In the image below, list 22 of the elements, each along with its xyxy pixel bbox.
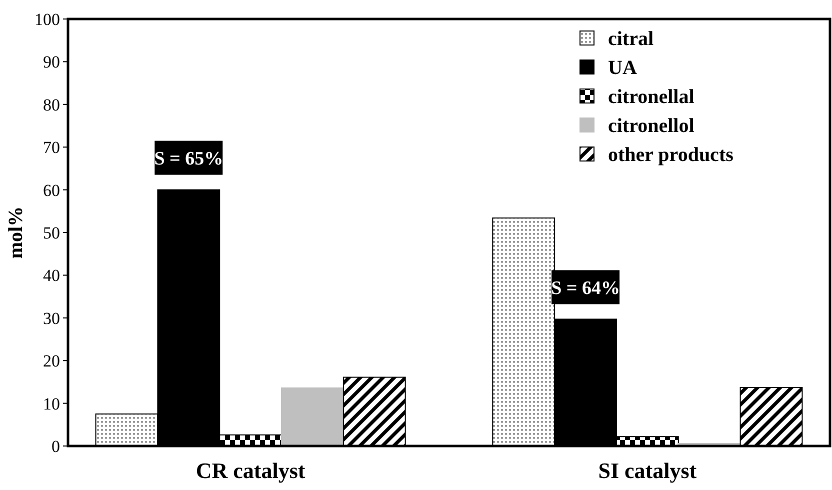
y-axis-title: mol% [5,206,27,259]
y-tick-label: 30 [43,308,60,328]
y-tick-label: 0 [52,436,60,456]
legend-label: UA [608,57,638,79]
legend-label: citronellal [608,86,695,108]
y-tick-label: 20 [43,352,60,371]
y-tick-label: 90 [43,52,60,72]
y-tick-label: 40 [43,266,60,286]
x-tick-label: SI catalyst [598,458,698,483]
legend-label: other products [608,144,734,166]
annotation: S = 64% [551,278,620,299]
y-tick-label: 50 [43,223,60,242]
y-tick-label: 80 [43,95,60,114]
y-tick-label: 60 [43,180,60,200]
legend-label: citronellol [608,115,695,137]
x-tick-label: CR catalyst [196,458,306,483]
annotation: S = 65% [154,148,224,170]
y-tick-label: 100 [34,10,60,29]
bar [281,387,344,446]
y-tick-label: 70 [43,138,60,158]
legend-label: citral [608,28,654,50]
y-tick-label: 10 [43,394,60,414]
